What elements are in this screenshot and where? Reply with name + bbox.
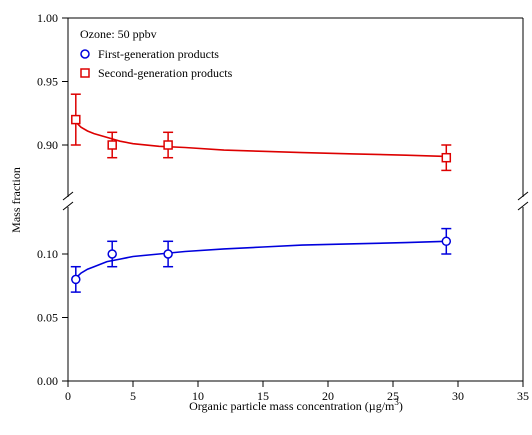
- second-generation-point: [163, 140, 173, 150]
- first-generation-point: [71, 274, 81, 285]
- legend-marker-second-generation: [80, 68, 90, 78]
- x-axis-title-superscript: 3: [394, 397, 399, 407]
- x-tick-label: 10: [192, 389, 204, 403]
- y-tick-label: 1.00: [37, 11, 58, 25]
- first-generation-point: [107, 249, 117, 259]
- y-tick-label: 0.90: [37, 138, 58, 152]
- second-generation-point: [107, 140, 117, 150]
- x-axis-title-main: Organic particle mass concentration (µg/…: [189, 399, 395, 413]
- legend-marker-first-generation: [80, 49, 90, 59]
- axis-break-right: [517, 191, 529, 211]
- x-tick-label: 5: [130, 389, 136, 403]
- second-generation-point: [441, 152, 452, 163]
- x-tick-label: 15: [257, 389, 269, 403]
- y-axis-title: Mass fraction: [9, 167, 23, 233]
- x-tick-label: 0: [65, 389, 71, 403]
- second-generation-fit-curve: [75, 121, 447, 158]
- x-tick-label: 30: [452, 389, 464, 403]
- x-axis-title: Organic particle mass concentration (µg/…: [189, 397, 403, 413]
- y-tick-label: 0.10: [37, 247, 58, 261]
- x-ticks: 0 5 10 15 20 25 30 35: [65, 381, 529, 403]
- y-tick-label: 0.95: [37, 75, 58, 89]
- x-tick-label: 25: [387, 389, 399, 403]
- legend-label-first-generation: First-generation products: [98, 47, 219, 61]
- series-layer: [70, 93, 452, 293]
- y-tick-label: 0.05: [37, 311, 58, 325]
- y-tick-label: 0.00: [37, 374, 58, 388]
- ozone-annotation: Ozone: 50 ppbv: [80, 27, 157, 41]
- y-ticks: 0.00 0.05 0.10 0.90 0.95 1.00: [37, 11, 68, 388]
- first-generation-point: [441, 236, 452, 247]
- second-generation-point: [71, 114, 81, 125]
- legend: First-generation products Second-generat…: [80, 47, 233, 80]
- first-generation-fit-curve: [75, 240, 447, 279]
- x-tick-label: 35: [517, 389, 529, 403]
- legend-label-second-generation: Second-generation products: [98, 66, 233, 80]
- x-tick-label: 20: [322, 389, 334, 403]
- first-generation-point: [163, 249, 173, 259]
- x-axis-title-suffix: ): [399, 399, 403, 413]
- axis-break-left: [62, 191, 74, 211]
